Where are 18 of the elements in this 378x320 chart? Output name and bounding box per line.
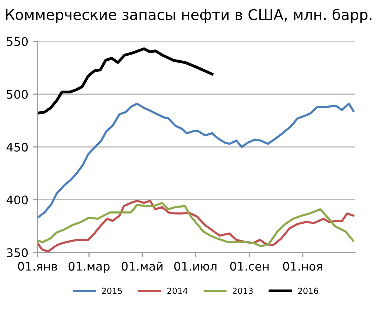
x-tick-label: 01.мар xyxy=(68,262,110,274)
y-tick-label: 350 xyxy=(7,248,28,258)
legend-label: 2016 xyxy=(298,288,318,294)
x-tick-label: 01.май xyxy=(122,262,163,271)
legend-label: 2015 xyxy=(102,288,122,294)
legend-label: 2013 xyxy=(233,288,253,294)
y-tick-label: 450 xyxy=(6,142,28,152)
chart-title: Коммерческие запасы нефти в США, млн. барр. xyxy=(6,8,372,24)
y-tick-label: 400 xyxy=(6,196,28,205)
x-tick-label: 01.янв xyxy=(18,262,58,271)
x-tick-label: 01.сен xyxy=(230,262,269,271)
line-series xyxy=(38,102,355,219)
y-tick-label: 550 xyxy=(7,37,28,46)
line-series xyxy=(38,48,214,115)
y-tick-label: 500 xyxy=(7,90,28,100)
x-tick-label: 01.ноя xyxy=(283,262,322,271)
x-tick-label: 01.июл xyxy=(174,262,217,271)
legend-label: 2014 xyxy=(168,288,188,294)
